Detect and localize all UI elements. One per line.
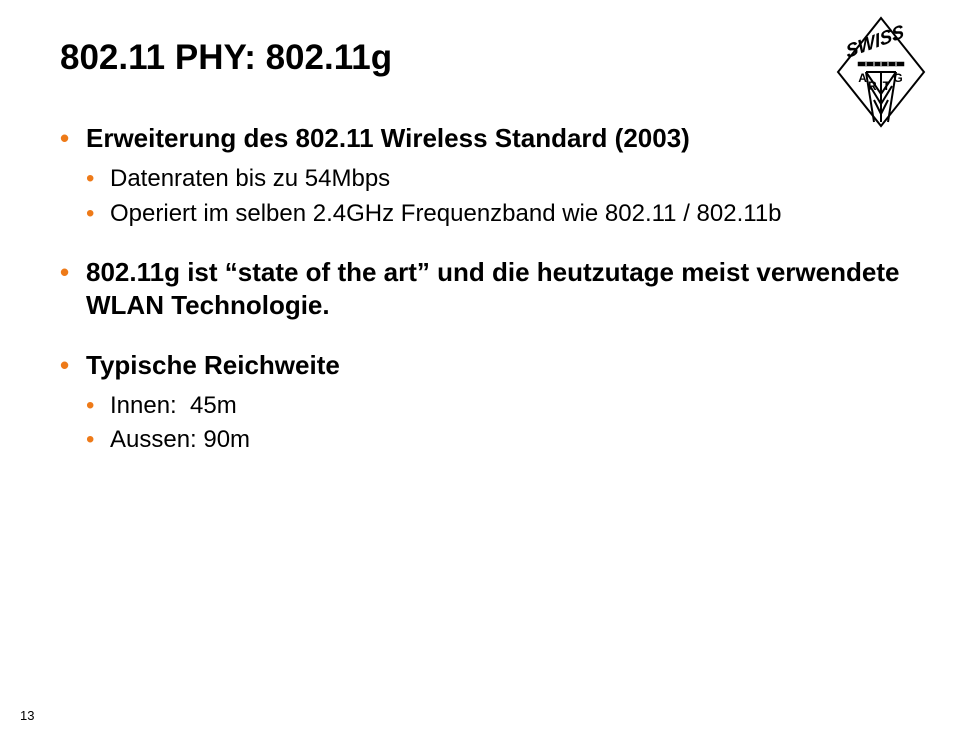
sub-bullet-item: Innen: 45m: [86, 390, 900, 422]
page-title: 802.11 PHY: 802.11g: [60, 38, 900, 78]
page-number: 13: [20, 708, 34, 723]
bullet-item: 802.11g ist “state of the art” und die h…: [60, 256, 900, 323]
sub-bullet-item: Datenraten bis zu 54Mbps: [86, 163, 900, 195]
bullet-text: 802.11g ist “state of the art” und die h…: [86, 257, 899, 320]
bullet-text: Typische Reichweite: [86, 350, 340, 380]
bullet-item: Erweiterung des 802.11 Wireless Standard…: [60, 122, 900, 230]
sub-bullet-item: Operiert im selben 2.4GHz Frequenzband w…: [86, 198, 900, 230]
content-area: Erweiterung des 802.11 Wireless Standard…: [60, 122, 900, 457]
sub-bullet-item: Aussen: 90m: [86, 424, 900, 456]
bullet-text: Erweiterung des 802.11 Wireless Standard…: [86, 123, 690, 153]
swiss-artg-logo-icon: SWISS A R T G: [836, 16, 926, 128]
bullet-item: Typische Reichweite Innen: 45m Aussen: 9…: [60, 349, 900, 457]
slide: SWISS A R T G 802.11 PHY: 802.11g Erweit…: [0, 0, 960, 739]
